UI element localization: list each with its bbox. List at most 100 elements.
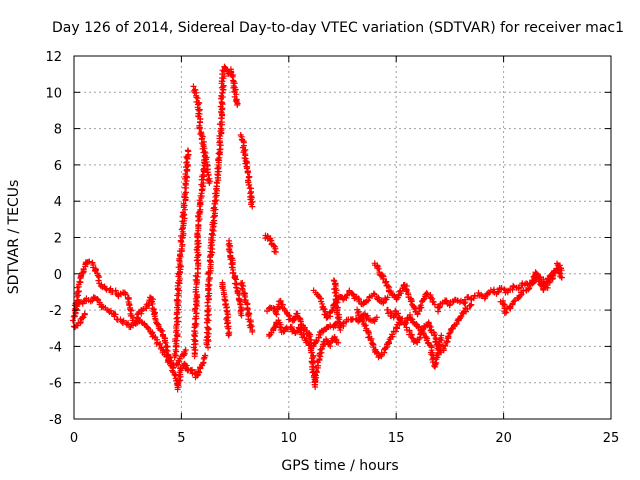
data-point	[205, 311, 212, 318]
data-point	[449, 325, 456, 332]
data-point	[501, 286, 508, 293]
data-point	[373, 314, 380, 321]
data-point	[431, 332, 438, 339]
data-point	[280, 328, 287, 335]
x-tick-label: 10	[281, 431, 298, 446]
data-point	[349, 290, 356, 297]
data-point	[510, 298, 517, 305]
data-point	[294, 328, 301, 335]
data-point	[272, 249, 279, 256]
y-tick-label: -6	[49, 377, 62, 392]
data-point	[238, 285, 245, 292]
data-point	[173, 332, 180, 339]
data-point	[204, 299, 211, 306]
data-point	[399, 315, 406, 322]
data-point	[238, 312, 245, 319]
data-point	[164, 359, 171, 366]
data-point	[370, 290, 377, 297]
data-point	[409, 316, 416, 323]
data-point	[214, 180, 221, 187]
data-point	[225, 332, 232, 339]
data-point	[432, 359, 439, 366]
data-point	[193, 276, 200, 283]
data-point	[515, 295, 522, 302]
data-point	[205, 305, 212, 312]
data-point	[365, 330, 372, 337]
data-point	[244, 305, 251, 312]
data-point	[239, 286, 246, 293]
data-point	[194, 95, 201, 102]
data-point	[384, 283, 391, 290]
data-point	[249, 203, 256, 210]
data-point	[231, 275, 238, 282]
data-point	[332, 336, 339, 343]
y-tick-label: 4	[54, 195, 62, 210]
data-point	[374, 265, 381, 272]
data-point	[220, 83, 227, 90]
data-point	[197, 118, 204, 125]
grid-lines	[74, 56, 611, 419]
x-tick-label: 5	[177, 431, 185, 446]
data-point	[556, 262, 563, 269]
data-point	[538, 282, 545, 289]
x-axis-label: GPS time / hours	[281, 458, 398, 474]
data-point	[365, 297, 372, 304]
data-point	[395, 310, 402, 317]
data-point	[430, 298, 437, 305]
data-point	[192, 86, 199, 93]
data-point	[300, 331, 307, 338]
data-point	[204, 333, 211, 340]
y-tick-label: 0	[54, 268, 62, 283]
data-point	[364, 312, 371, 319]
data-point	[337, 327, 344, 334]
data-point	[218, 115, 225, 122]
y-tick-label: -4	[49, 340, 62, 355]
data-point	[234, 102, 241, 109]
data-point	[217, 128, 224, 135]
data-point	[503, 309, 510, 316]
data-point	[217, 125, 224, 132]
data-point	[157, 340, 164, 347]
y-tick-label: 6	[54, 159, 62, 174]
data-point	[195, 368, 202, 375]
data-point	[271, 324, 278, 331]
chart-title: Day 126 of 2014, Sidereal Day-to-day VTE…	[52, 20, 624, 36]
data-point	[431, 363, 438, 370]
data-point	[204, 293, 211, 300]
data-point	[327, 343, 334, 350]
data-point	[313, 337, 320, 344]
data-point	[203, 154, 210, 161]
data-point	[529, 277, 536, 284]
data-point	[510, 282, 517, 289]
data-point	[184, 147, 191, 154]
data-point	[159, 328, 166, 335]
data-point	[195, 232, 202, 239]
data-point	[191, 306, 198, 313]
x-tick-label: 15	[388, 431, 405, 446]
data-point	[218, 92, 225, 99]
data-point	[215, 150, 222, 157]
data-point	[206, 290, 213, 297]
data-point	[509, 286, 516, 293]
x-tick-label: 25	[603, 431, 620, 446]
data-point	[407, 298, 414, 305]
data-point	[558, 267, 565, 274]
data-point	[215, 156, 222, 163]
data-point	[227, 242, 234, 249]
data-point	[189, 370, 196, 377]
data-point	[244, 169, 251, 176]
data-point	[249, 328, 256, 335]
y-tick-label: 2	[54, 232, 62, 247]
y-tick-label: 12	[45, 50, 62, 65]
data-point	[375, 265, 382, 272]
data-point	[445, 333, 452, 340]
data-point	[236, 301, 243, 308]
data-point	[335, 339, 342, 346]
data-point	[318, 345, 325, 352]
y-tick-labels: -8 -6 -4 -2 0 2 4 6 8 10 12	[45, 50, 62, 428]
data-point	[291, 316, 298, 323]
data-point	[468, 301, 475, 308]
data-point	[442, 343, 449, 350]
y-tick-label: 8	[54, 123, 62, 138]
data-point	[233, 284, 240, 291]
